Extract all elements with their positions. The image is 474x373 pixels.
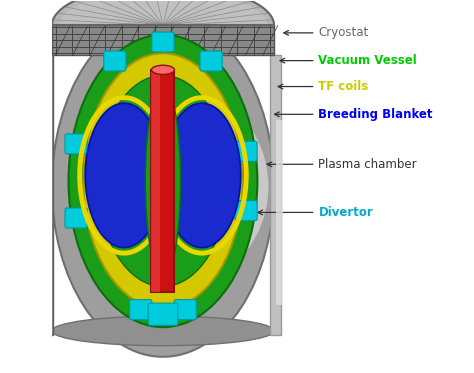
FancyBboxPatch shape bbox=[65, 134, 87, 154]
FancyBboxPatch shape bbox=[52, 25, 274, 55]
FancyBboxPatch shape bbox=[152, 32, 174, 52]
FancyBboxPatch shape bbox=[200, 51, 222, 71]
FancyBboxPatch shape bbox=[235, 201, 257, 220]
FancyBboxPatch shape bbox=[152, 70, 160, 292]
FancyBboxPatch shape bbox=[43, 55, 53, 335]
Text: Vacuum Vessel: Vacuum Vessel bbox=[280, 54, 417, 67]
Ellipse shape bbox=[69, 35, 257, 327]
Ellipse shape bbox=[85, 103, 163, 248]
FancyBboxPatch shape bbox=[152, 70, 174, 292]
Ellipse shape bbox=[98, 75, 228, 286]
Text: Plasma chamber: Plasma chamber bbox=[267, 158, 417, 171]
Ellipse shape bbox=[52, 16, 274, 357]
Ellipse shape bbox=[163, 103, 241, 248]
FancyBboxPatch shape bbox=[65, 208, 87, 228]
FancyBboxPatch shape bbox=[276, 120, 283, 305]
Ellipse shape bbox=[83, 53, 243, 309]
Text: Cryostat: Cryostat bbox=[284, 26, 369, 40]
Text: Divertor: Divertor bbox=[258, 206, 373, 219]
FancyBboxPatch shape bbox=[270, 55, 281, 335]
Wedge shape bbox=[163, 81, 268, 292]
Text: Breeding Blanket: Breeding Blanket bbox=[274, 108, 433, 121]
FancyBboxPatch shape bbox=[235, 141, 257, 162]
FancyBboxPatch shape bbox=[174, 300, 196, 320]
Ellipse shape bbox=[152, 65, 174, 75]
FancyBboxPatch shape bbox=[148, 303, 178, 325]
FancyBboxPatch shape bbox=[104, 51, 126, 71]
Ellipse shape bbox=[146, 85, 181, 277]
Ellipse shape bbox=[52, 316, 274, 346]
Text: TF coils: TF coils bbox=[278, 80, 369, 93]
FancyBboxPatch shape bbox=[129, 300, 152, 320]
